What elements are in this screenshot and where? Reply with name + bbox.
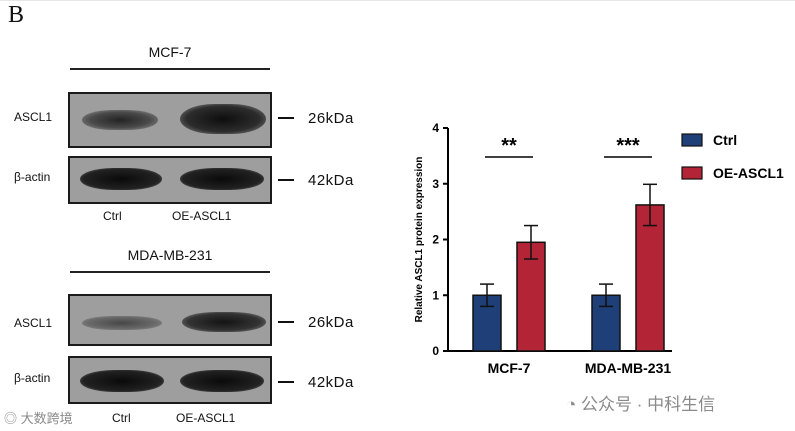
- blot-bactin-mdamb231: [68, 356, 272, 404]
- x-tick-label: MCF-7: [488, 360, 531, 376]
- row-label-bactin-mdamb231: β-actin: [14, 371, 51, 385]
- blot-title-rule-mcf7: [70, 68, 270, 70]
- top-border: [0, 0, 795, 1]
- x-tick-label: MDA-MB-231: [585, 360, 672, 376]
- blot-title-mdamb231: MDA-MB-231: [127, 247, 213, 263]
- row-label-ascl1-mcf7: ASCL1: [14, 110, 53, 124]
- y-tick-label: 0: [432, 344, 439, 358]
- legend-label-ctrl: Ctrl: [713, 132, 737, 148]
- blot-ascl1-mdamb231: [68, 294, 272, 346]
- band-ctrl: [80, 370, 164, 392]
- blot-title-rule-mdamb231: [70, 271, 270, 273]
- band-oe-ascl1: [182, 312, 266, 332]
- band-ctrl: [80, 168, 162, 190]
- blot-title-mcf7: MCF-7: [148, 44, 192, 60]
- legend-swatch-oe-ascl1: [681, 166, 703, 180]
- band-oe-ascl1: [180, 370, 264, 392]
- size-label-bactin-mcf7: 42kDa: [308, 172, 354, 189]
- bar-chart: 0 1 2 3 4 Relative ASCL1 protein expression MC…: [414, 121, 784, 376]
- y-tick-label: 2: [432, 233, 439, 247]
- bar-ctrl: [591, 294, 621, 352]
- band-ctrl: [82, 316, 162, 330]
- size-marker-ascl1-mdamb231: [278, 321, 294, 323]
- watermark-right: ◔ 公众号 · 中科生信: [566, 395, 716, 414]
- blot-ascl1-mcf7: [68, 92, 272, 148]
- size-marker-bactin-mdamb231: [278, 381, 294, 383]
- watermark-logo-icon: ◎: [4, 411, 18, 426]
- panel-label: B: [8, 2, 25, 28]
- wechat-icon: ◔: [566, 395, 577, 414]
- legend-label-oe-ascl1: OE-ASCL1: [713, 165, 784, 181]
- band-ctrl: [82, 110, 158, 130]
- size-marker-ascl1-mcf7: [278, 117, 294, 119]
- significance-label: **: [501, 135, 517, 157]
- y-tick-label: 1: [432, 288, 439, 302]
- blot-bactin-mcf7: [68, 156, 272, 204]
- y-tick-label: 4: [432, 121, 439, 135]
- lane-label-oe-mdamb231: OE-ASCL1: [176, 411, 236, 425]
- bar-oe-ascl1: [635, 204, 665, 352]
- size-label-bactin-mdamb231: 42kDa: [308, 374, 354, 391]
- row-label-bactin-mcf7: β-actin: [14, 170, 51, 184]
- size-marker-bactin-mcf7: [278, 179, 294, 181]
- legend-swatch-ctrl: [681, 133, 703, 147]
- y-axis-label: Relative ASCL1 protein expression: [414, 157, 425, 323]
- y-tick-label: 3: [432, 177, 439, 191]
- row-label-ascl1-mdamb231: ASCL1: [14, 316, 53, 330]
- size-label-ascl1-mdamb231: 26kDa: [308, 314, 354, 331]
- significance-label: ***: [616, 135, 640, 157]
- watermark-left: ◎ 大数跨境: [4, 411, 73, 426]
- lane-label-oe-mcf7: OE-ASCL1: [172, 209, 232, 223]
- size-label-ascl1-mcf7: 26kDa: [308, 110, 354, 127]
- lane-label-ctrl-mcf7: Ctrl: [103, 209, 122, 223]
- band-oe-ascl1: [180, 104, 266, 134]
- band-oe-ascl1: [180, 168, 264, 190]
- lane-label-ctrl-mdamb231: Ctrl: [112, 411, 131, 425]
